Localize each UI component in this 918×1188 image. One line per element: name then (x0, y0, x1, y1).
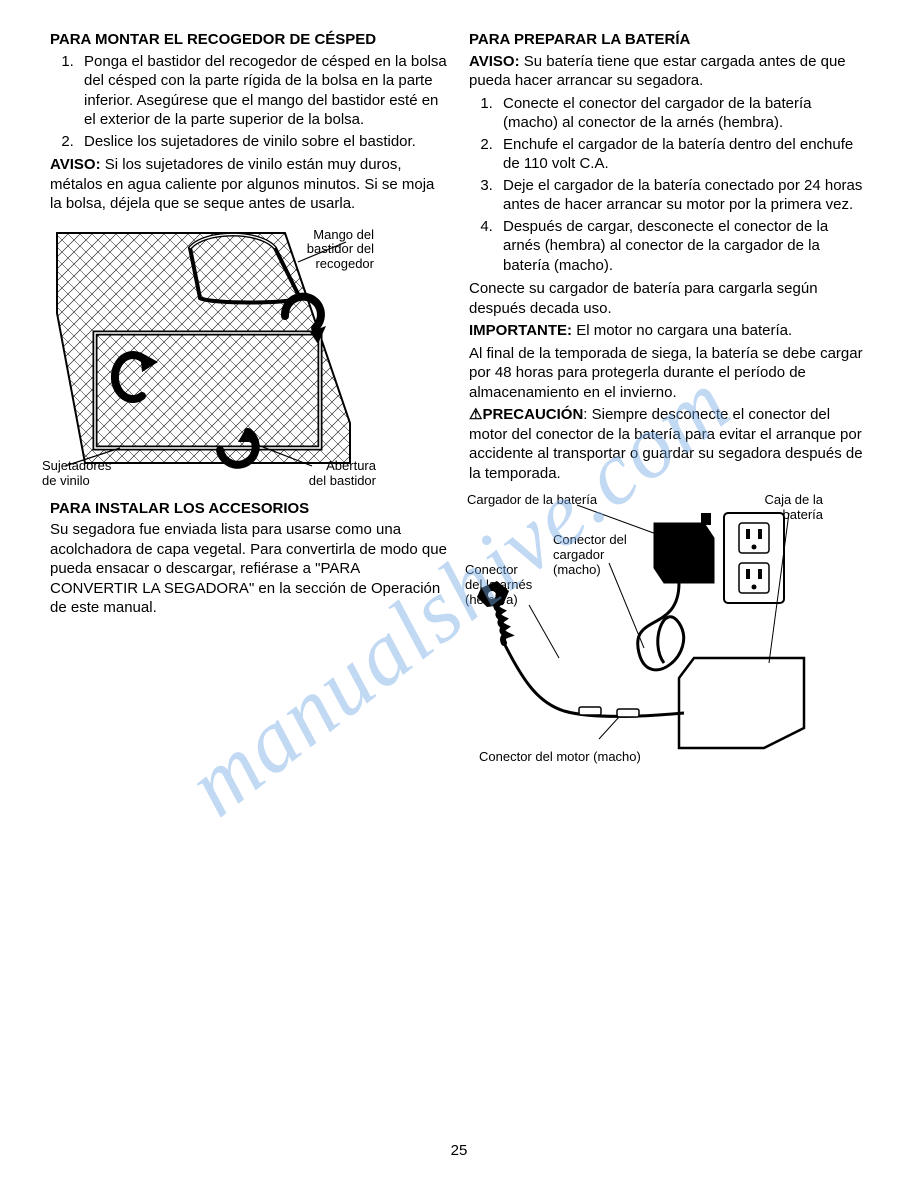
list-item: Después de cargar, desconecte el conecto… (497, 217, 868, 276)
label-line: recogedor (315, 256, 374, 271)
figure-battery-charger: Cargador de la batería Caja de la baterí… (469, 493, 819, 763)
label-opening: Abertura del bastidor (309, 459, 376, 489)
heading-install-accessories: PARA INSTALAR LOS ACCESORIOS (50, 499, 449, 519)
label-line: Abertura (326, 458, 376, 473)
label-line: Caja de la (764, 492, 823, 507)
warning-icon: ⚠ (469, 406, 482, 423)
label-line: bastidor del (307, 241, 374, 256)
label-line: (macho) (553, 562, 601, 577)
precaucion-paragraph: ⚠PRECAUCIÓN: Siempre desconecte el conec… (469, 405, 868, 483)
figure-grass-bag: Mango del bastidor del recogedor Sujetad… (50, 228, 370, 483)
list-battery-steps: Conecte el conector del cargador de la b… (469, 94, 868, 276)
content-columns: PARA MONTAR EL RECOGEDOR DE CÉSPED Ponga… (50, 30, 868, 763)
aviso2-label: AVISO: (469, 53, 520, 70)
aviso-paragraph: AVISO: Si los sujetadores de vinilo está… (50, 155, 449, 214)
aviso-text: Si los sujetadores de vinilo están muy d… (50, 156, 434, 212)
label-harness-connector: Conector del la arnés (hembra) (465, 563, 532, 608)
label-vinyl: Sujetadores de vinilo (42, 459, 111, 489)
heading-mount-catcher: PARA MONTAR EL RECOGEDOR DE CÉSPED (50, 30, 449, 50)
right-column: PARA PREPARAR LA BATERÍA AVISO: Su bater… (469, 30, 868, 763)
label-line: Sujetadores (42, 458, 111, 473)
label-line: cargador (553, 547, 604, 562)
label-line: Conector del (553, 532, 627, 547)
para-recharge: Conecte su cargador de batería para carg… (469, 279, 868, 318)
para-season-end: Al final de la temporada de siega, la ba… (469, 344, 868, 403)
label-motor-connector: Conector del motor (macho) (479, 750, 641, 765)
precaucion-label: PRECAUCIÓN (482, 406, 583, 423)
page-number: 25 (451, 1141, 468, 1161)
list-item: Deje el cargador de la batería conectado… (497, 176, 868, 215)
list-item: Conecte el conector del cargador de la b… (497, 94, 868, 133)
importante-paragraph: IMPORTANTE: El motor no cargara una bate… (469, 321, 868, 341)
left-column: PARA MONTAR EL RECOGEDOR DE CÉSPED Ponga… (50, 30, 449, 763)
label-charger: Cargador de la batería (467, 493, 597, 508)
label-handle: Mango del bastidor del recogedor (307, 228, 374, 273)
heading-prepare-battery: PARA PREPARAR LA BATERÍA (469, 30, 868, 50)
importante-text: El motor no cargara una batería. (572, 322, 792, 339)
list-item: Deslice los sujetadores de vinilo sobre … (78, 132, 449, 152)
label-line: de vinilo (42, 473, 90, 488)
label-battery-box: Caja de la batería (764, 493, 823, 523)
list-mount-steps: Ponga el bastidor del recogedor de céspe… (50, 52, 449, 152)
battery-diagram (469, 493, 819, 763)
label-charger-connector: Conector del cargador (macho) (553, 533, 627, 578)
para-accessories: Su segadora fue enviada lista para usars… (50, 520, 449, 618)
label-line: Conector (465, 562, 518, 577)
aviso2-paragraph: AVISO: Su batería tiene que estar cargad… (469, 52, 868, 91)
label-line: Mango del (313, 227, 374, 242)
label-line: batería (783, 507, 823, 522)
importante-label: IMPORTANTE: (469, 322, 572, 339)
list-item: Enchufe el cargador de la batería dentro… (497, 135, 868, 174)
label-line: (hembra) (465, 592, 518, 607)
aviso-label: AVISO: (50, 156, 101, 173)
label-line: del la arnés (465, 577, 532, 592)
aviso2-text: Su batería tiene que estar cargada antes… (469, 53, 846, 90)
list-item: Ponga el bastidor del recogedor de céspe… (78, 52, 449, 130)
label-line: del bastidor (309, 473, 376, 488)
